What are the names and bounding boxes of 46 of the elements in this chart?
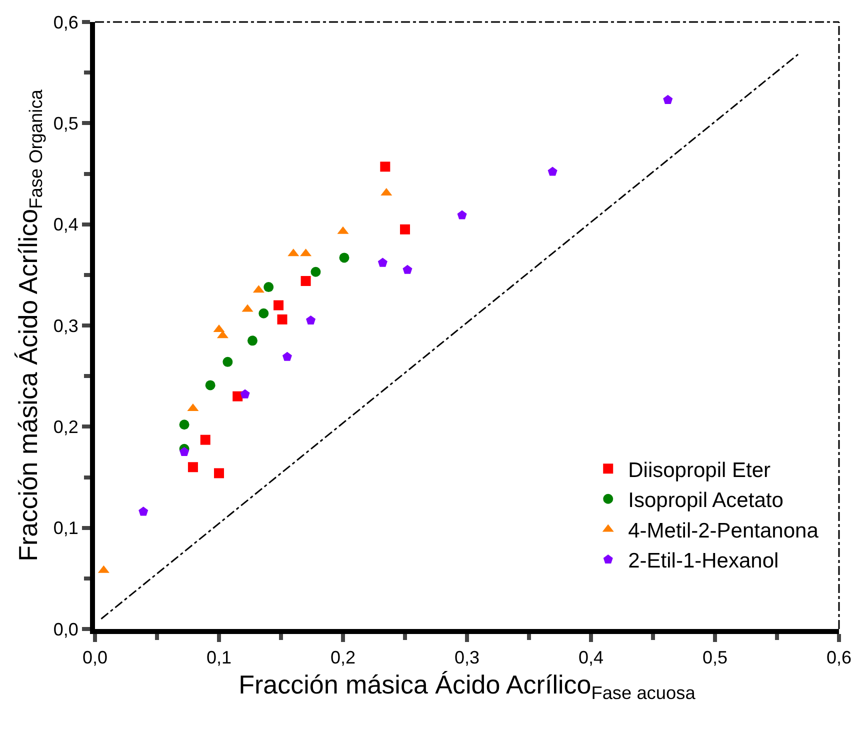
point: [380, 162, 390, 172]
x-tick-label: 0,3: [454, 648, 480, 668]
x-tick-label: 0,4: [578, 648, 604, 668]
point: [457, 210, 467, 220]
x-tick-label: 0,0: [82, 648, 108, 668]
point: [310, 266, 321, 277]
point: [264, 282, 274, 292]
point: [300, 276, 311, 286]
point: [402, 264, 412, 274]
point: [232, 391, 243, 402]
y-tick-label: 0,3: [53, 316, 78, 336]
point: [282, 352, 292, 361]
point: [138, 506, 148, 516]
y-tick-label: 0,4: [53, 214, 78, 235]
legend-label: Isopropil Acetato: [628, 489, 784, 512]
point: [663, 94, 673, 104]
point: [240, 389, 250, 398]
y-tick-label: 0,1: [53, 518, 78, 538]
legend-label: Diisopropil Eter: [628, 458, 771, 482]
point: [188, 462, 198, 472]
point: [214, 468, 224, 478]
x-tick-label: 0,6: [826, 648, 852, 668]
y-tick-label: 0,0: [53, 619, 78, 640]
y-tick-label: 0,2: [53, 416, 78, 437]
point: [200, 434, 210, 445]
point: [378, 258, 388, 267]
point: [306, 315, 316, 324]
point: [400, 224, 410, 234]
x-axis-title: Fracción másica Ácido Acrílico$_{Fase acuosa}$: [238, 669, 696, 703]
point: [205, 380, 216, 390]
x-tick-label: 0,2: [330, 648, 356, 668]
point: [339, 252, 350, 263]
y-tick-label: 0,5: [53, 113, 78, 134]
point: [247, 336, 258, 346]
point: [222, 356, 233, 367]
x-tick-label: 0,5: [702, 648, 728, 668]
point: [180, 446, 190, 456]
y-tick-label: 0,6: [53, 12, 78, 32]
point: [274, 300, 284, 310]
point: [179, 420, 190, 430]
legend-label: 2-Etil-1-Hexanol: [628, 550, 779, 573]
point: [548, 166, 558, 176]
point: [277, 314, 288, 324]
legend-label: 4-Metil-2-Pentanona: [628, 519, 819, 542]
x-tick-label: 0,1: [206, 648, 232, 668]
point: [258, 308, 269, 318]
